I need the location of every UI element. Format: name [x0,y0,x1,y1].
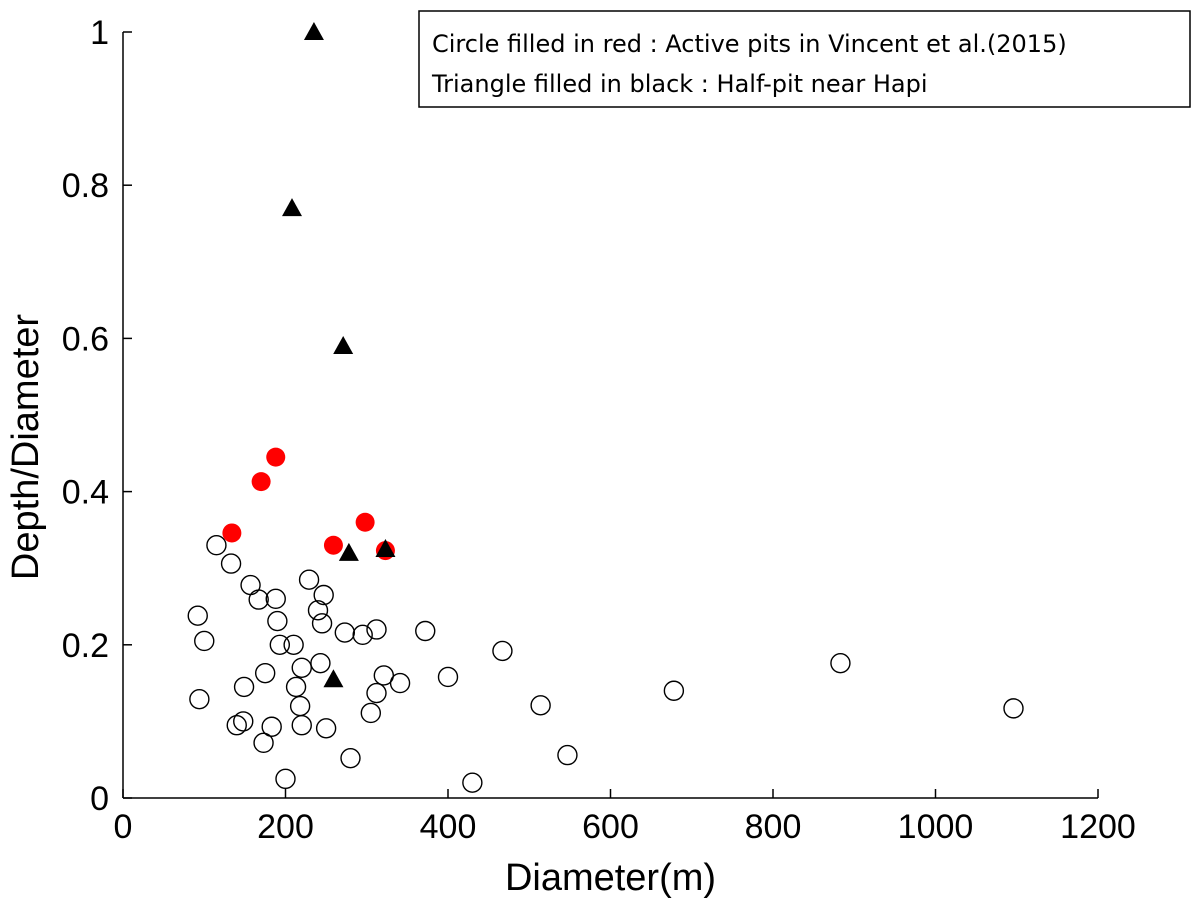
pit-point [285,676,307,698]
legend: Circle filled in red : Active pits in Vi… [418,10,1191,108]
x-tick-label: 600 [582,808,639,846]
y-tick-label: 0.4 [62,474,109,512]
x-tick-label: 1200 [1060,808,1136,846]
active-pit-point [266,447,286,467]
pit-point [360,702,382,724]
half-pit-point [338,542,359,561]
y-ticks: 0 0.2 0.4 0.6 0.8 1 [62,14,132,818]
y-tick-label: 0 [90,780,109,818]
active-pit-point [251,472,271,492]
pit-point [240,574,261,596]
pit-point [283,634,304,655]
x-tick-label: 400 [420,808,477,846]
y-tick-label: 0.2 [62,627,109,665]
pit-point [389,672,411,694]
x-tick-label: 0 [114,808,133,846]
x-tick-label: 200 [257,808,314,846]
half-pit-point [303,22,324,40]
y-tick-label: 0.6 [62,320,109,358]
legend-box [418,10,1191,108]
pit-point [366,682,387,704]
pit-point [269,634,291,655]
pit-point [261,716,282,737]
x-tick-label: 800 [745,808,802,846]
pit-point [253,732,274,754]
axes: 0 200 400 600 800 1000 1200 0 0.2 0.4 0.6 0.8 1 [62,14,1136,846]
pit-point [530,695,551,716]
pit-point [340,747,361,769]
pit-point [248,589,269,610]
pit-point [206,535,227,556]
pit-point [220,553,242,574]
pit-point [233,676,255,698]
pit-point [373,665,395,686]
x-axis-title: Diameter(m) [505,857,716,899]
pit-point [275,768,296,790]
half-pit-point [333,336,354,355]
pit-point [311,613,333,634]
legend-entry-half-pit: Triangle filled in black : Half-pit near… [431,70,928,98]
pit-point [226,715,247,736]
pit-point [298,569,320,590]
y-tick-label: 0.8 [62,167,109,205]
pit-point [187,605,208,626]
half-pit-point [375,539,396,558]
pit-point [366,619,387,640]
y-tick-label: 1 [90,14,109,52]
pit-point [194,630,215,652]
half-pit-point [323,669,344,688]
active-pit-point [323,535,343,555]
active-pit-point [222,523,242,543]
pit-point [334,622,356,643]
pit-point [315,718,337,739]
y-axis-title: Depth/Diameter [5,314,47,580]
pit-point [492,640,513,662]
x-tick-label: 1000 [898,808,974,846]
pit-point [415,620,436,642]
pit-point [313,584,334,606]
pit-point [557,744,578,766]
pit-point [254,662,276,684]
pit-point [663,680,685,701]
pit-point [291,715,312,736]
active-pit-point [355,512,375,532]
pit-point [437,666,459,688]
x-ticks: 0 200 400 600 800 1000 1200 [114,789,1136,846]
pit-point [233,711,254,732]
pit-point [830,652,851,674]
pit-point [189,688,210,710]
pit-point [352,624,373,646]
pit-point [462,772,483,793]
pit-point [310,652,331,674]
pit-point [307,600,329,621]
pit-point [289,695,311,717]
pit-point [267,610,288,632]
half-pit-point [282,198,302,217]
pit-point [265,588,286,610]
pit-point [291,657,312,678]
pit-point [1003,698,1024,719]
data-markers [187,22,1024,793]
legend-entry-active-pits: Circle filled in red : Active pits in Vi… [432,30,1067,58]
